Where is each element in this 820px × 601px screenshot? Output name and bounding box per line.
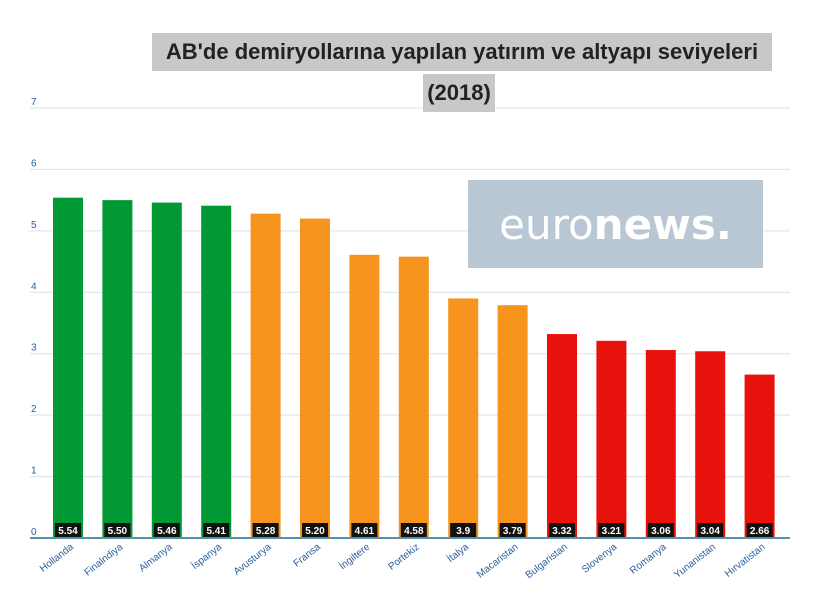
logo-part-1: euro	[499, 199, 594, 249]
x-axis-ticks: Hollanda Finalndiya Almanya İspanya Avustury…	[38, 540, 767, 581]
value-label: 3.79	[503, 526, 523, 537]
value-label-bg	[746, 523, 773, 537]
bar-11	[596, 340, 627, 538]
value-label-bg	[499, 523, 526, 537]
x-tick-label: İtalya	[444, 540, 471, 565]
y-tick-label: 3	[31, 343, 37, 354]
bar-2	[151, 202, 182, 538]
chart-title: AB'de demiryollarına yapılan yatırım ve …	[152, 33, 772, 71]
value-label: 5.46	[157, 526, 177, 537]
chart-subtitle: (2018)	[423, 74, 495, 112]
value-label: 4.61	[355, 526, 375, 537]
value-label-bg	[697, 523, 724, 537]
bar-1	[102, 200, 133, 538]
value-label: 3.21	[602, 526, 622, 537]
x-tick-label: Bulgaristan	[524, 542, 570, 581]
euronews-logo: euronews.	[468, 180, 763, 268]
bar-13	[695, 351, 726, 538]
value-label-bg	[351, 523, 378, 537]
value-label: 5.41	[206, 526, 226, 537]
value-label: 4.58	[404, 526, 424, 537]
value-label-bg	[302, 523, 328, 537]
value-label: 3.04	[700, 526, 720, 537]
value-label-bg	[549, 523, 575, 537]
value-label-bg	[598, 523, 625, 537]
y-tick-label: 2	[31, 404, 37, 415]
bar-4	[250, 213, 281, 538]
value-label: 5.28	[256, 526, 276, 537]
x-tick-label: Romanya	[628, 541, 669, 576]
x-tick-label: Almanya	[137, 541, 175, 574]
y-tick-label: 7	[31, 97, 37, 108]
bar-8	[448, 298, 479, 538]
x-tick-label: Yunanistan	[672, 542, 718, 581]
x-tick-label: Macaristan	[475, 542, 520, 581]
x-tick-label: Slovenya	[580, 541, 620, 575]
value-labels: 5.54 5.50 5.46 5.41 5.28 5.20 4.61 4.58 3.9 3.79 3…	[55, 523, 773, 537]
x-tick-label: Avusturya	[232, 541, 274, 577]
value-label-bg	[252, 523, 279, 537]
x-tick-label: Fransa	[292, 541, 324, 569]
value-label: 3.06	[651, 526, 671, 537]
value-label: 3.32	[552, 526, 572, 537]
bar-7	[398, 256, 429, 538]
x-tick-label: Finalndiya	[83, 541, 126, 578]
value-label-bg	[153, 523, 180, 537]
value-label-bg	[647, 523, 674, 537]
value-label-bg	[400, 523, 427, 537]
bar-6	[349, 254, 380, 539]
value-label: 5.54	[58, 526, 78, 537]
value-label: 3.9	[456, 526, 470, 537]
y-axis-ticks: 0 1 2 3 4 5 6 7	[31, 97, 37, 538]
logo-text: euronews.	[499, 200, 732, 249]
y-tick-label: 5	[31, 220, 37, 231]
logo-part-2: news.	[593, 199, 732, 249]
value-label: 2.66	[750, 526, 770, 537]
x-tick-label: İngiltere	[336, 540, 372, 572]
value-label: 5.50	[108, 526, 128, 537]
bar-5	[300, 218, 330, 539]
value-label-bg	[203, 523, 230, 537]
x-tick-label: Hırvatistan	[723, 542, 767, 580]
x-tick-label: Portekiz	[386, 542, 421, 573]
x-tick-label: Hollanda	[38, 541, 76, 574]
bar-0	[53, 197, 83, 538]
bar-14	[744, 374, 775, 538]
value-label-bg	[55, 523, 81, 537]
value-label-bg	[104, 523, 131, 537]
bar-3	[201, 205, 232, 538]
bar-12	[645, 350, 676, 538]
bar-9	[497, 305, 528, 538]
y-tick-label: 1	[31, 466, 37, 477]
x-tick-label: İspanya	[188, 540, 224, 572]
y-tick-label: 0	[31, 527, 37, 538]
bar-10	[547, 334, 577, 538]
value-label: 5.20	[305, 526, 325, 537]
bars	[53, 197, 775, 539]
value-label-bg	[450, 523, 477, 537]
y-tick-label: 4	[31, 281, 37, 292]
y-tick-label: 6	[31, 158, 37, 169]
